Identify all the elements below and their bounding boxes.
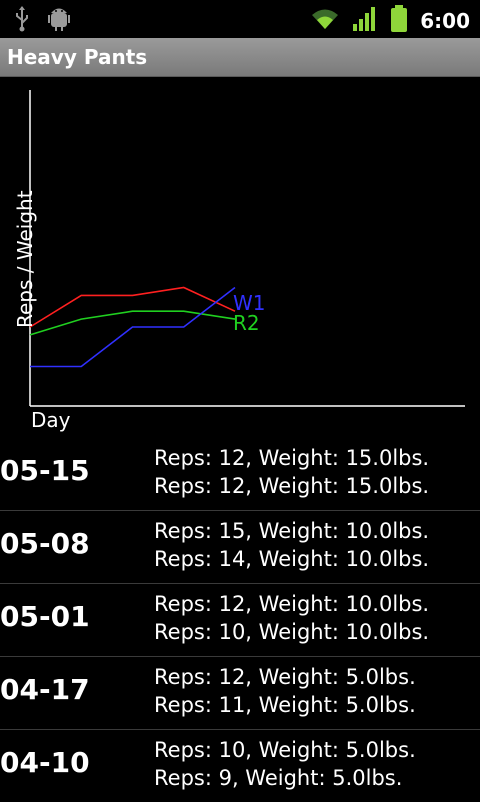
entry-set-1: Reps: 12, Weight: 15.0lbs. — [154, 446, 430, 470]
entry-date: 05-08 — [0, 527, 90, 560]
series-line-r2 — [29, 310, 236, 336]
app-title: Heavy Pants — [7, 45, 148, 69]
entry-set-2: Reps: 11, Weight: 5.0lbs. — [154, 693, 416, 717]
status-bar: 6:00 — [0, 0, 480, 38]
workout-list: 05-15 Reps: 12, Weight: 15.0lbs. Reps: 1… — [0, 438, 480, 802]
series-line-r1 — [29, 286, 236, 328]
entry-date: 05-01 — [0, 600, 90, 633]
entry-set-2: Reps: 12, Weight: 15.0lbs. — [154, 474, 430, 498]
list-item[interactable]: 05-01 Reps: 12, Weight: 10.0lbs. Reps: 1… — [0, 584, 480, 657]
list-item[interactable]: 05-08 Reps: 15, Weight: 10.0lbs. Reps: 1… — [0, 511, 480, 584]
legend-label-r2: R2 — [233, 311, 260, 335]
list-item[interactable]: 04-17 Reps: 12, Weight: 5.0lbs. Reps: 11… — [0, 657, 480, 730]
usb-icon — [14, 6, 30, 36]
entry-date: 04-10 — [0, 746, 90, 779]
entry-set-2: Reps: 9, Weight: 5.0lbs. — [154, 766, 403, 790]
wifi-icon — [310, 7, 340, 35]
clock: 6:00 — [420, 9, 470, 33]
entry-set-2: Reps: 10, Weight: 10.0lbs. — [154, 620, 430, 644]
series-line-w1 — [30, 286, 236, 368]
entry-set-1: Reps: 15, Weight: 10.0lbs. — [154, 519, 430, 543]
legend-label-w1: W1 — [233, 291, 266, 315]
entry-set-1: Reps: 10, Weight: 5.0lbs. — [154, 738, 416, 762]
x-axis-label: Day — [31, 408, 71, 432]
entry-set-1: Reps: 12, Weight: 10.0lbs. — [154, 592, 430, 616]
entry-date: 04-17 — [0, 673, 90, 706]
list-item[interactable]: 04-10 Reps: 10, Weight: 5.0lbs. Reps: 9,… — [0, 730, 480, 802]
entry-set-1: Reps: 12, Weight: 5.0lbs. — [154, 665, 416, 689]
status-right: 6:00 — [310, 5, 470, 37]
status-left — [14, 6, 70, 36]
app-title-bar: Heavy Pants — [0, 38, 480, 77]
progress-chart: W1 R2 Reps / Weight Day — [0, 78, 480, 438]
y-axis-label: Reps / Weight — [13, 190, 37, 328]
entry-set-2: Reps: 14, Weight: 10.0lbs. — [154, 547, 430, 571]
list-item[interactable]: 05-15 Reps: 12, Weight: 15.0lbs. Reps: 1… — [0, 438, 480, 511]
android-debug-icon — [48, 6, 70, 36]
battery-icon — [390, 5, 408, 37]
entry-date: 05-15 — [0, 454, 90, 487]
signal-icon — [352, 6, 378, 36]
